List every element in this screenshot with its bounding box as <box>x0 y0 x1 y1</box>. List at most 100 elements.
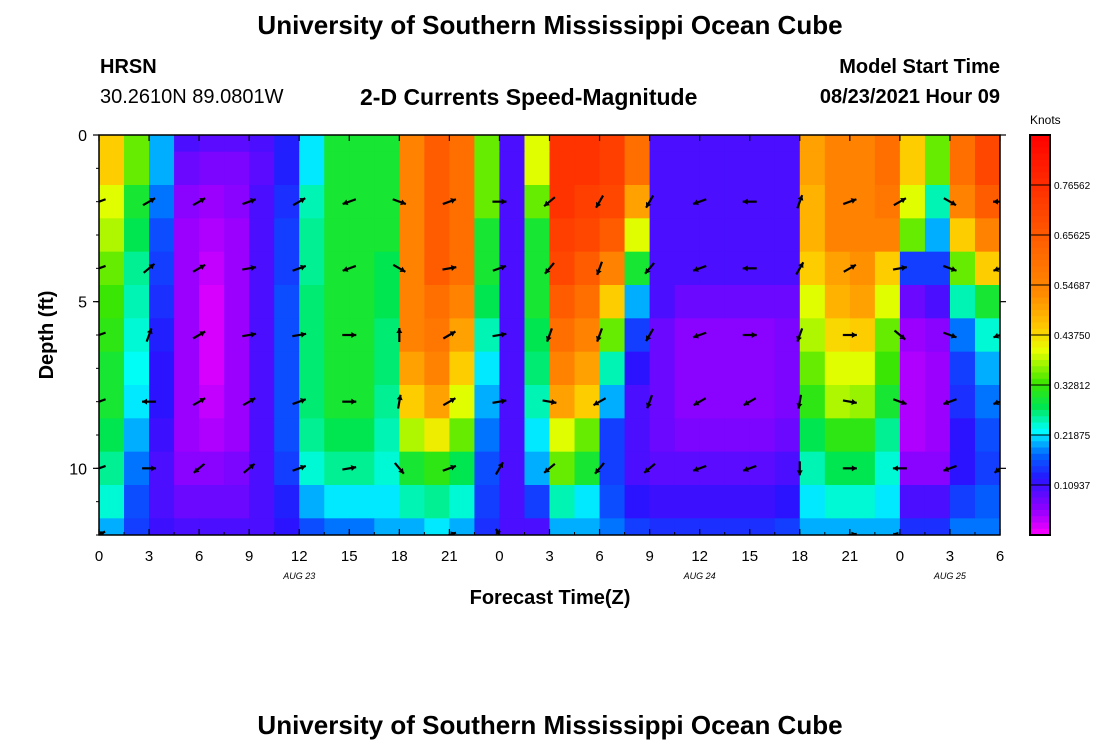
heatmap-cell <box>625 285 651 319</box>
colorbar-segment <box>1030 398 1050 405</box>
heatmap-cell <box>174 285 200 319</box>
heatmap-cell <box>750 352 776 386</box>
heatmap-cell <box>524 352 550 386</box>
heatmap-cell <box>725 518 751 535</box>
heatmap-cell <box>349 252 375 286</box>
heatmap-cell <box>575 252 601 286</box>
colorbar-segment <box>1030 135 1050 142</box>
heatmap-cell <box>349 185 375 219</box>
heatmap-cell <box>99 185 125 219</box>
heatmap-cell <box>399 318 425 352</box>
heatmap-cell <box>850 352 876 386</box>
heatmap-cell <box>149 318 175 352</box>
heatmap-cell <box>925 518 951 535</box>
heatmap-cell <box>850 152 876 186</box>
heatmap-cell <box>324 352 350 386</box>
heatmap-cell <box>750 385 776 419</box>
y-axis-label: Depth (ft) <box>36 291 58 380</box>
colorbar-segment <box>1030 335 1050 342</box>
y-tick-label: 10 <box>69 461 87 478</box>
colorbar-segment <box>1030 473 1050 480</box>
current-arrow-head <box>92 266 98 272</box>
colorbar-segment <box>1030 423 1050 430</box>
heatmap-cell <box>349 352 375 386</box>
heatmap-cell <box>399 485 425 519</box>
heatmap-cell <box>975 352 1001 386</box>
heatmap-cell <box>499 135 525 152</box>
heatmap-cell <box>650 518 676 535</box>
heatmap-cell <box>725 285 751 319</box>
heatmap-cell <box>750 485 776 519</box>
colorbar-tick-label: 0.10937 <box>1054 481 1091 492</box>
heatmap-cell <box>149 418 175 452</box>
heatmap-cell <box>1000 252 1026 286</box>
heatmap-cell <box>900 352 926 386</box>
heatmap-cell <box>650 252 676 286</box>
heatmap-cell <box>800 452 826 486</box>
heatmap-cell <box>950 218 976 252</box>
heatmap-cell <box>775 352 801 386</box>
heatmap-cell <box>875 418 901 452</box>
heatmap-cell <box>224 218 250 252</box>
current-arrow-head <box>92 200 98 206</box>
heatmap-cell <box>299 518 325 535</box>
y-tick-label: 5 <box>78 295 87 312</box>
colorbar-segment <box>1030 341 1050 348</box>
heatmap-cell <box>499 152 525 186</box>
heatmap-cell <box>524 152 550 186</box>
heatmap-cell <box>99 135 125 152</box>
heatmap-cell <box>524 518 550 535</box>
colorbar-segment <box>1030 348 1050 355</box>
heatmap-cell <box>349 152 375 186</box>
heatmap-cell <box>800 135 826 152</box>
heatmap-cell <box>675 418 701 452</box>
colorbar-segment <box>1030 404 1050 411</box>
heatmap-cell <box>825 152 851 186</box>
heatmap-cell <box>449 285 475 319</box>
heatmap-cell <box>625 518 651 535</box>
heatmap-cell <box>199 285 225 319</box>
heatmap-cell <box>324 152 350 186</box>
heatmap-cell <box>249 418 275 452</box>
colorbar-segment <box>1030 198 1050 205</box>
heatmap-cell <box>524 418 550 452</box>
heatmap-cell <box>124 185 150 219</box>
heatmap-cell <box>499 285 525 319</box>
heatmap-cell <box>324 485 350 519</box>
heatmap-cell <box>650 352 676 386</box>
heatmap-cell <box>950 485 976 519</box>
heatmap-cell <box>575 485 601 519</box>
heatmap-cell <box>349 218 375 252</box>
heatmap-cell <box>825 252 851 286</box>
heatmap-cell <box>700 518 726 535</box>
heatmap-cell <box>825 518 851 535</box>
heatmap-cell <box>274 218 300 252</box>
heatmap-cell <box>99 418 125 452</box>
heatmap-cell <box>650 385 676 419</box>
heatmap-cell <box>374 352 400 386</box>
heatmap-cell <box>775 218 801 252</box>
heatmap-cell <box>775 418 801 452</box>
heatmap-cell <box>449 152 475 186</box>
date-label: AUG 24 <box>683 571 716 581</box>
heatmap-cell <box>800 285 826 319</box>
heatmap-cell <box>499 452 525 486</box>
heatmap-cell <box>825 485 851 519</box>
heatmap-cell <box>424 285 450 319</box>
heatmap-cell <box>374 452 400 486</box>
heatmap-cell <box>650 185 676 219</box>
x-tick-label: 6 <box>996 548 1004 565</box>
date-label: AUG 23 <box>282 571 315 581</box>
heatmap-cell <box>274 135 300 152</box>
heatmap-cell <box>600 135 626 152</box>
heatmap-cell <box>675 285 701 319</box>
colorbar-tick-label: 0.43750 <box>1054 331 1091 342</box>
heatmap-cell <box>725 135 751 152</box>
heatmap-cell <box>499 218 525 252</box>
heatmap-cell <box>950 452 976 486</box>
heatmap-cell <box>575 135 601 152</box>
heatmap-cell <box>550 418 576 452</box>
heatmap-cell <box>224 452 250 486</box>
heatmap-cell <box>850 418 876 452</box>
heatmap-cell <box>900 218 926 252</box>
